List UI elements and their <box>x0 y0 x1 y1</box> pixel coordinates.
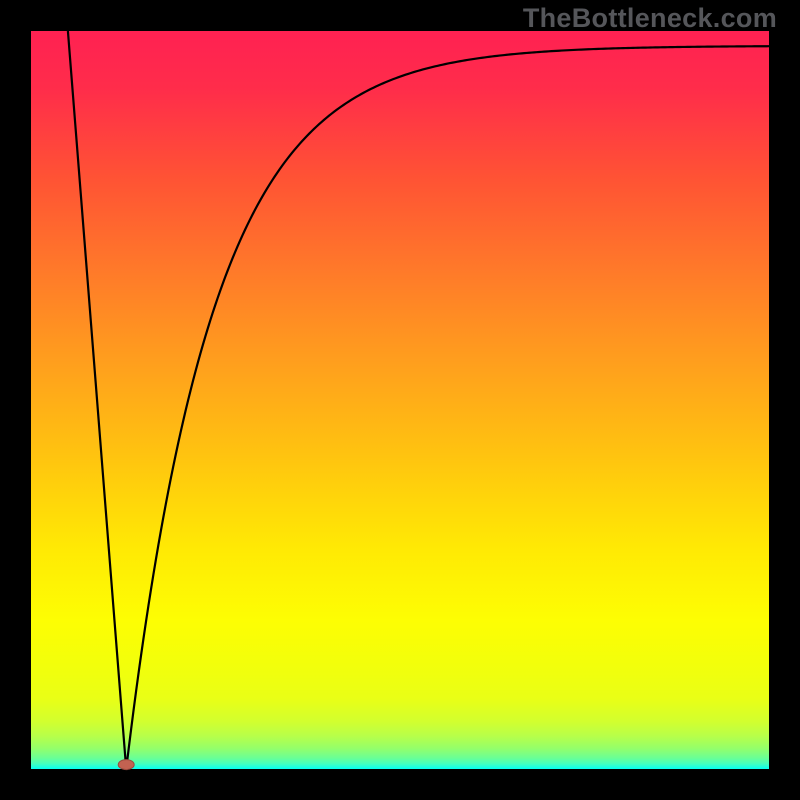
curve-minimum-marker <box>118 760 134 770</box>
chart-frame: TheBottleneck.com <box>0 0 800 800</box>
bottleneck-curve <box>68 31 769 769</box>
curve-overlay <box>0 0 800 800</box>
